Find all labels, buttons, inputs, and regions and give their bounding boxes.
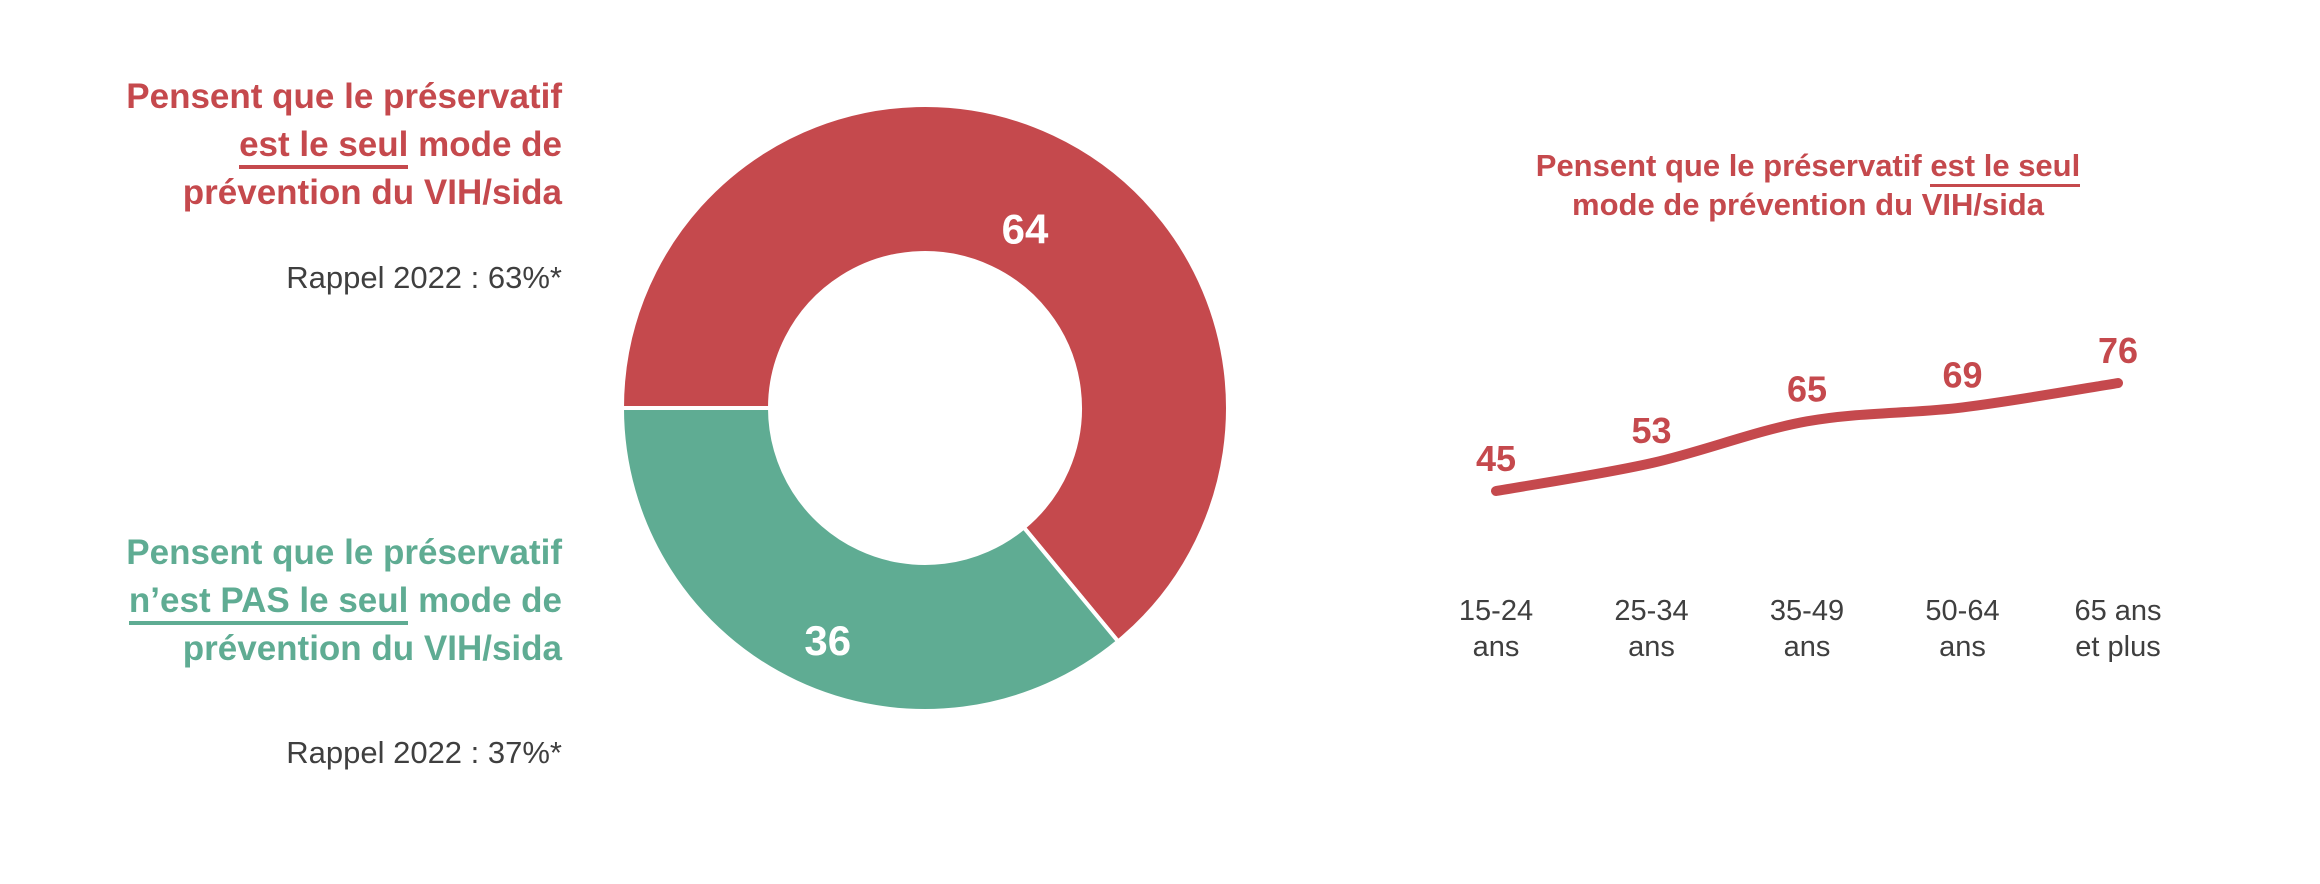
x-tick-line: ans (1939, 631, 1986, 663)
red-statement-line2-rest: mode de (408, 125, 562, 164)
donut-slice-green (620, 406, 1121, 713)
donut-value-label: 64 (1002, 206, 1049, 253)
red-statement-line2: est le seul mode de (40, 121, 562, 169)
green-statement-line2: n’est PAS le seul mode de (40, 577, 562, 625)
line-value-label: 45 (1476, 438, 1516, 479)
donut-slice-red (620, 103, 1230, 644)
donut-value-label: 36 (804, 617, 851, 664)
x-tick-line: et plus (2075, 631, 2161, 663)
red-statement-line3: prévention du VIH/sida (182, 173, 562, 212)
line-value-label: 65 (1787, 368, 1827, 409)
red-statement-line1: Pensent que le préservatif (126, 77, 562, 116)
green-statement-underlined: n’est PAS le seul (128, 581, 409, 625)
line-chart-title-prefix: Pensent que le préservatif (1535, 148, 1931, 183)
line-chart-title-line2: mode de prévention du VIH/sida (1572, 187, 2044, 222)
line-series (1491, 378, 2123, 496)
line-value-label: 76 (2098, 330, 2138, 371)
x-tick-line: ans (1628, 631, 1675, 663)
donut-legend-red-statement: Pensent que le préservatif est le seul m… (40, 73, 562, 217)
x-tick-label: 15-24 ans (1401, 593, 1591, 665)
line-chart-title: Pensent que le préservatif est le seul m… (1447, 146, 2169, 224)
donut-legend-green-statement: Pensent que le préservatif n’est PAS le … (40, 529, 562, 673)
line-value-label: 53 (1631, 410, 1671, 451)
x-tick-line: 50-64 (1925, 595, 2000, 627)
x-tick-line: 35-49 (1769, 595, 1845, 627)
green-statement-line1: Pensent que le préservatif (126, 533, 562, 572)
recall-2022-red: Rappel 2022 : 63%* (286, 260, 562, 295)
green-statement-line2-rest: mode de (408, 581, 562, 620)
x-tick-line: ans (1783, 631, 1831, 663)
x-tick-line: ans (1472, 631, 1520, 663)
x-tick-line: 65 ans (2074, 595, 2162, 627)
x-tick-label: 35-49 ans (1712, 593, 1902, 665)
x-tick-line: 15-24 (1458, 595, 1534, 627)
x-tick-label: 25-34 ans (1557, 593, 1747, 665)
line-chart-title-underlined: est le seul (1930, 148, 2081, 187)
x-tick-label: 65 ans et plus (2023, 593, 2213, 665)
red-statement-underlined: est le seul (239, 125, 409, 169)
green-statement-line3: prévention du VIH/sida (182, 629, 562, 668)
recall-2022-green: Rappel 2022 : 37%* (286, 735, 562, 770)
line-value-label: 69 (1942, 354, 1982, 395)
x-tick-label: 50-64 ans (1868, 593, 2058, 665)
line-chart-title-line1: Pensent que le préservatif est le seul (1447, 146, 2169, 187)
line-chart: 45 53 65 69 76 (1476, 330, 2138, 496)
donut-chart: 64 36 (620, 103, 1230, 713)
x-tick-line: 25-34 (1614, 595, 1689, 627)
